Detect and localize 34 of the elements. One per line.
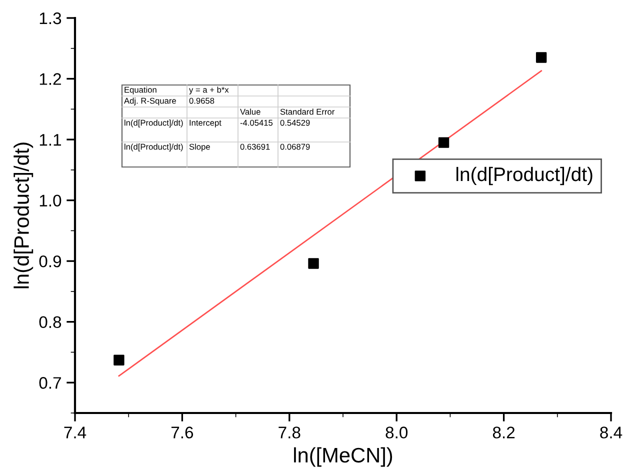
annotation: 0.9658 (189, 98, 214, 104)
annotation: y = a + b*x (189, 86, 229, 94)
x-tick-label: 7.6 (171, 426, 194, 438)
annotation: ln(d[Product]/dt) (124, 120, 183, 128)
annotation: 0.54529 (280, 120, 310, 126)
x-tick-label: 7.4 (64, 426, 86, 438)
x-tick-label: 8.2 (492, 426, 515, 438)
annotation: Standard Error (280, 108, 335, 115)
y-axis-title: ln(d[Product]/dt) (14, 142, 34, 288)
annotation: 0.63691 (240, 144, 270, 150)
x-tick-label: 8.4 (600, 426, 622, 438)
annotation: Slope (189, 144, 210, 152)
point (536, 52, 547, 63)
point (438, 137, 450, 148)
point (114, 354, 124, 366)
annotation: Adj. R-Square (124, 98, 176, 106)
annotation: Intercept (190, 120, 222, 128)
y-tick-label: 1.0 (40, 194, 62, 207)
y-tick-label: 0.9 (39, 255, 62, 268)
annotation: Value (240, 108, 260, 115)
annotation: -4.05415 (240, 120, 273, 126)
x-axis-title: ln([MeCN]) (294, 447, 392, 467)
annotation: ln(d[Product]/dt) (124, 144, 183, 152)
y-tick-label: 1.2 (40, 73, 61, 85)
legend-label: ln(d[Product]/dt) (456, 166, 592, 186)
y-tick-label: 1.1 (40, 134, 61, 146)
y-tick-label: 0.8 (39, 316, 62, 328)
x-tick-label: 8.0 (386, 426, 408, 438)
y-tick-label: 0.7 (39, 377, 61, 389)
annotation: 0.06879 (280, 144, 310, 150)
y-tick-label: 1.3 (40, 12, 62, 24)
annotation: Equation (124, 86, 156, 94)
point (308, 258, 319, 269)
x-tick-label: 7.8 (278, 426, 300, 438)
